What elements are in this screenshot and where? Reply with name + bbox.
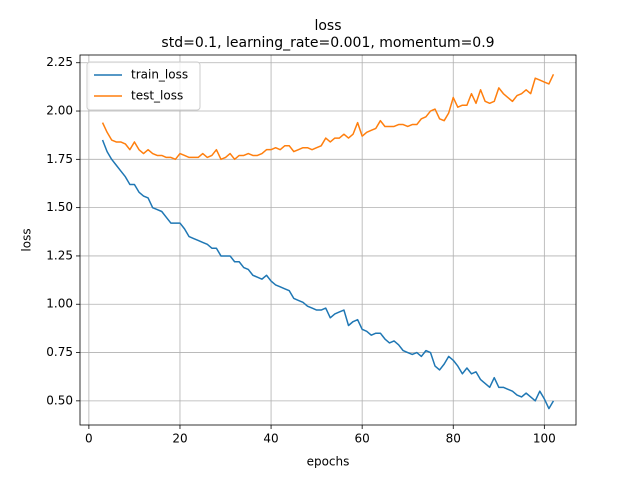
legend-label: test_loss bbox=[131, 89, 183, 103]
y-tick-label: 2.00 bbox=[46, 104, 73, 118]
chart-title: loss bbox=[314, 18, 341, 34]
legend-label: train_loss bbox=[131, 68, 188, 82]
x-axis-label: epochs bbox=[307, 455, 350, 469]
y-tick-label: 1.25 bbox=[46, 248, 73, 262]
y-tick-label: 2.25 bbox=[46, 55, 73, 69]
x-tick-label: 40 bbox=[263, 432, 278, 446]
x-tick-label: 0 bbox=[85, 432, 93, 446]
x-tick-label: 80 bbox=[446, 432, 461, 446]
y-tick-label: 1.50 bbox=[46, 200, 73, 214]
y-tick-label: 0.50 bbox=[46, 393, 73, 407]
x-tick-label: 20 bbox=[172, 432, 187, 446]
legend-box bbox=[86, 61, 201, 111]
y-axis-label: loss bbox=[20, 228, 34, 251]
x-tick-label: 100 bbox=[533, 432, 556, 446]
y-tick-label: 1.75 bbox=[46, 152, 73, 166]
plot-frame bbox=[79, 54, 577, 426]
y-tick-label: 0.75 bbox=[46, 345, 73, 359]
x-tick-label: 60 bbox=[355, 432, 370, 446]
y-tick-label: 1.00 bbox=[46, 297, 73, 311]
line-series bbox=[101, 139, 555, 410]
chart-subtitle: std=0.1, learning_rate=0.001, momentum=0… bbox=[161, 35, 494, 51]
line-series bbox=[101, 74, 555, 161]
